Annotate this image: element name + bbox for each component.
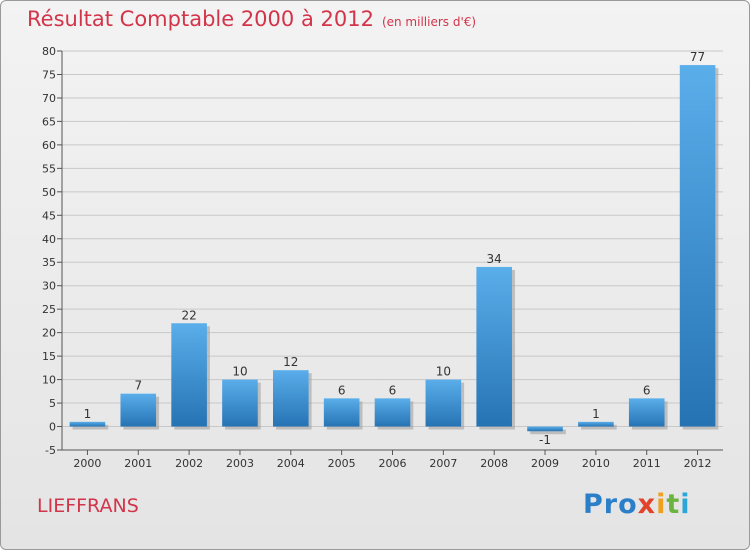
x-tick-label: 2001 — [124, 457, 152, 470]
data-label: 12 — [283, 355, 298, 369]
x-tick-label: 2003 — [226, 457, 254, 470]
data-labels: 1 7 22 10 12 6 6 10 34 -1 1 6 77 — [84, 50, 706, 447]
x-tick-label: 2002 — [175, 457, 203, 470]
y-tick-label: 20 — [42, 327, 56, 340]
bar — [273, 370, 309, 427]
y-tick-label: 70 — [42, 92, 56, 105]
y-tick-label: 50 — [42, 186, 56, 199]
bar — [323, 398, 360, 427]
data-label: 6 — [338, 383, 346, 397]
logo-part: i — [680, 489, 691, 520]
bar — [120, 393, 157, 427]
bar — [527, 426, 563, 432]
bar — [222, 379, 258, 427]
x-tick-label: 2005 — [328, 457, 356, 470]
x-tick-label: 2007 — [429, 457, 457, 470]
y-tick-label: 65 — [42, 115, 56, 128]
proxiti-logo: Proxiti — [583, 489, 691, 520]
y-tick-label: -5 — [45, 444, 56, 457]
y-tick-label: 60 — [42, 139, 56, 152]
data-label: 1 — [592, 407, 600, 421]
commune-name: LIEFFRANS — [37, 495, 139, 517]
bar — [425, 379, 462, 427]
bar — [374, 398, 411, 427]
y-tick-label: 40 — [42, 233, 56, 246]
bar — [171, 323, 207, 427]
y-tick-label: 25 — [42, 303, 56, 316]
y-tick-label: 10 — [42, 374, 56, 387]
chart-subtitle: (en milliers d'€) — [381, 15, 477, 29]
bar-shadow — [72, 424, 109, 430]
logo-part: Pro — [583, 489, 638, 520]
y-tick-label: 15 — [42, 350, 56, 363]
data-label: 10 — [232, 365, 247, 379]
bar — [69, 421, 106, 427]
bar — [578, 421, 614, 427]
bar — [476, 266, 512, 427]
x-tick-label: 2008 — [480, 457, 508, 470]
data-label: -1 — [539, 433, 551, 447]
logo-part: x — [637, 489, 657, 520]
y-tick-label: 5 — [49, 397, 56, 410]
logo-part: i — [656, 489, 667, 520]
data-label: 22 — [181, 308, 196, 322]
data-label: 77 — [690, 50, 705, 64]
y-tick-label: 75 — [42, 68, 56, 81]
y-tick-label: 30 — [42, 280, 56, 293]
y-tick-label: 80 — [42, 45, 56, 58]
chart-title-text: Résultat Comptable 2000 à 2012 — [27, 7, 374, 31]
bars — [69, 65, 719, 435]
x-tick-label: 2004 — [277, 457, 305, 470]
data-label: 34 — [487, 252, 502, 266]
bar-shadow — [530, 429, 566, 435]
x-tick-label: 2006 — [379, 457, 407, 470]
data-label: 10 — [436, 365, 451, 379]
x-tick-label: 2011 — [633, 457, 661, 470]
y-tick-label: 0 — [49, 421, 56, 434]
x-tick-label: 2012 — [684, 457, 712, 470]
logo-part: t — [666, 489, 681, 520]
bar — [679, 65, 716, 427]
chart-title: Résultat Comptable 2000 à 2012 (en millie… — [27, 7, 476, 31]
data-label: 6 — [389, 383, 397, 397]
data-label: 1 — [84, 407, 92, 421]
x-tick-label: 2000 — [73, 457, 101, 470]
bar — [628, 398, 665, 427]
data-label: 7 — [134, 379, 142, 393]
x-tick-label: 2009 — [531, 457, 559, 470]
axes: -5 0 5 10 15 20 25 30 35 40 45 50 55 60 65 70 75 80 2000 20… — [42, 45, 723, 470]
y-tick-label: 45 — [42, 209, 56, 222]
bar-shadow — [581, 424, 617, 430]
y-tick-label: 35 — [42, 256, 56, 269]
data-label: 6 — [643, 383, 651, 397]
x-tick-label: 2010 — [582, 457, 610, 470]
y-tick-label: 55 — [42, 162, 56, 175]
